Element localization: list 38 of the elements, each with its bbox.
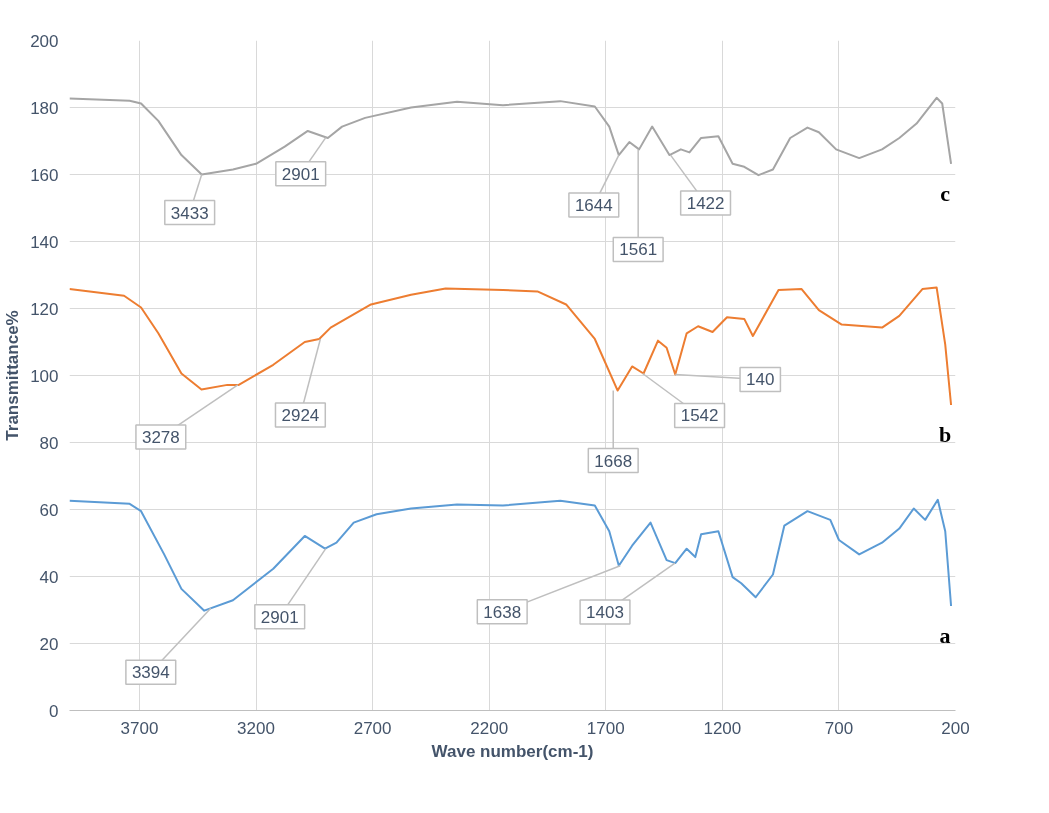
annotation: 1542 — [680, 406, 719, 426]
x-tick-label: 2200 — [470, 718, 509, 738]
annotation: 1561 — [619, 240, 658, 260]
y-tick-label: 160 — [30, 165, 59, 185]
y-tick-label: 140 — [30, 232, 59, 252]
y-tick-label: 0 — [49, 701, 59, 721]
x-tick-label: 2700 — [353, 718, 392, 738]
y-tick-label: 180 — [30, 98, 59, 118]
annotation: 3394 — [131, 663, 170, 683]
annotation: 3278 — [141, 427, 180, 447]
x-tick-label: 200 — [941, 718, 970, 738]
series-label: b — [938, 422, 952, 448]
x-axis-title: Wave number(cm-1) — [431, 741, 594, 761]
y-tick-label: 20 — [39, 634, 59, 654]
x-tick-label: 3700 — [120, 718, 159, 738]
series-label: c — [940, 181, 951, 207]
series-label: a — [939, 623, 951, 649]
annotation: 1644 — [574, 196, 613, 216]
annotation: 140 — [746, 370, 775, 390]
x-tick-label: 3200 — [237, 718, 275, 738]
annotation: 3433 — [170, 203, 209, 223]
annotation: 2901 — [281, 164, 320, 184]
y-axis-title: Transmittance% — [3, 310, 23, 441]
annotation: 2924 — [281, 405, 320, 425]
y-tick-label: 200 — [30, 31, 59, 51]
annotation: 1403 — [586, 603, 624, 623]
x-tick-label: 1700 — [586, 718, 625, 738]
y-tick-label: 40 — [39, 567, 59, 587]
annotation: 1638 — [483, 602, 522, 622]
y-tick-label: 120 — [30, 299, 59, 319]
y-tick-label: 100 — [30, 366, 59, 386]
y-tick-label: 60 — [39, 500, 59, 520]
annotation: 1422 — [686, 194, 725, 214]
annotation: 1668 — [594, 451, 633, 471]
x-tick-label: 700 — [824, 718, 854, 738]
annotation: 2901 — [260, 607, 299, 627]
x-tick-label: 1200 — [703, 718, 742, 738]
y-tick-label: 80 — [39, 433, 59, 453]
